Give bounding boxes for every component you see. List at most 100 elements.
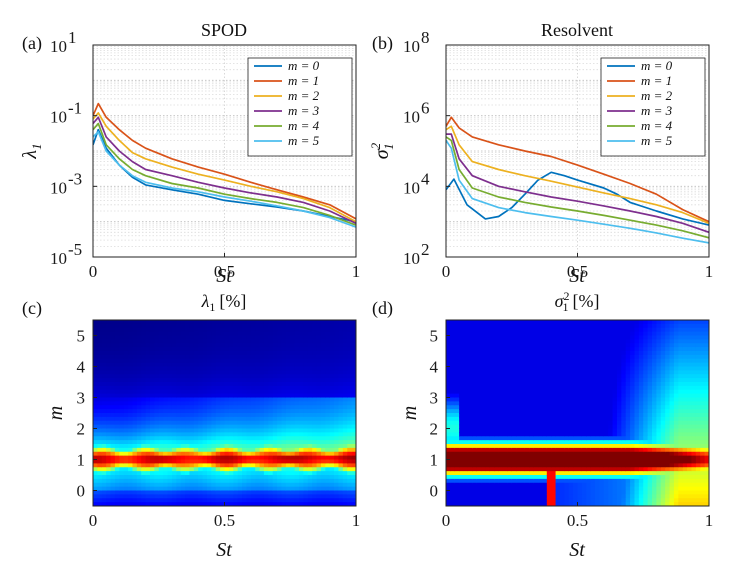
heat-cell — [520, 451, 526, 457]
heat-cell — [463, 471, 469, 476]
heat-cell — [581, 478, 587, 484]
heat-cell — [472, 347, 478, 352]
heat-cell — [228, 502, 234, 506]
heat-cell — [338, 444, 344, 449]
heat-cell — [263, 331, 269, 337]
heat-cell — [180, 478, 186, 484]
heat-cell — [176, 401, 182, 406]
heat-cell — [281, 401, 287, 406]
heat-cell — [228, 420, 234, 426]
heat-cell — [106, 447, 112, 453]
heat-cell — [599, 385, 605, 391]
heat-cell — [263, 432, 269, 437]
heat-cell — [325, 405, 331, 410]
heat-cell — [590, 424, 596, 430]
heat-cell — [237, 366, 243, 371]
heat-cell — [259, 428, 265, 433]
heat-cell — [171, 382, 177, 387]
heat-cell — [472, 374, 478, 379]
heat-cell — [559, 459, 565, 464]
heat-cell — [489, 378, 495, 383]
heat-cell — [303, 478, 309, 484]
heat-cell — [259, 478, 265, 484]
heat-cell — [586, 385, 592, 391]
heat-cell — [551, 327, 557, 333]
heat-cell — [228, 405, 234, 410]
heat-cell — [481, 323, 487, 329]
heat-cell — [97, 455, 103, 461]
heat-cell — [564, 331, 570, 337]
heat-cell — [185, 432, 191, 437]
heat-cell — [498, 471, 504, 476]
heat-cell — [106, 343, 112, 348]
heat-cell — [294, 440, 300, 445]
heat-cell — [255, 401, 261, 406]
heat-cell — [272, 455, 278, 461]
heat-cell — [193, 467, 199, 472]
heat-cell — [612, 494, 618, 499]
heat-cell — [472, 494, 478, 499]
heat-cell — [303, 440, 309, 445]
heat-cell — [285, 347, 291, 352]
heat-cell — [538, 382, 544, 387]
heat-cell — [281, 490, 287, 495]
heat-cell — [106, 490, 112, 495]
heat-cell — [132, 447, 138, 453]
heat-cell — [259, 413, 265, 418]
heat-cell — [546, 401, 552, 406]
heat-cell — [307, 455, 313, 461]
heat-cell — [303, 320, 309, 325]
heat-cell — [507, 467, 513, 472]
heat-cell — [114, 416, 120, 422]
heat-cell — [272, 358, 278, 364]
heat-cell — [581, 440, 587, 445]
heat-cell — [101, 339, 107, 344]
heat-cell — [202, 440, 208, 445]
heat-cell — [489, 459, 495, 464]
heat-cell — [573, 401, 579, 406]
heat-cell — [114, 444, 120, 449]
heat-cell — [347, 498, 353, 503]
heat-cell — [316, 397, 322, 402]
heat-cell — [123, 366, 129, 371]
heat-cell — [268, 397, 274, 402]
heat-cell — [342, 475, 348, 480]
heat-cell — [511, 343, 517, 348]
heat-cell — [167, 327, 173, 333]
heat-cell — [167, 416, 173, 422]
heat-cell — [581, 475, 587, 480]
heat-cell — [577, 323, 583, 329]
heat-cell — [233, 486, 239, 492]
heat-cell — [176, 444, 182, 449]
heat-cell — [163, 370, 169, 375]
heat-cell — [467, 459, 473, 464]
heat-cell — [568, 494, 574, 499]
heat-cell — [516, 486, 522, 492]
heat-cell — [507, 424, 513, 430]
heat-cell — [555, 471, 561, 476]
heat-cell — [263, 370, 269, 375]
heat-cell — [132, 405, 138, 410]
heat-cell — [268, 478, 274, 484]
heat-cell — [524, 378, 530, 383]
heat-cell — [329, 323, 335, 329]
heat-cell — [132, 478, 138, 484]
heat-cell — [472, 475, 478, 480]
heat-cell — [511, 385, 517, 391]
heat-cell — [250, 405, 256, 410]
heat-cell — [193, 366, 199, 371]
heat-cell — [546, 320, 552, 325]
heat-cell — [180, 366, 186, 371]
heat-cell — [320, 432, 326, 437]
heat-cell — [608, 486, 614, 492]
heat-cell — [520, 455, 526, 461]
heat-cell — [185, 327, 191, 333]
heat-cell — [551, 463, 557, 468]
heat-cell — [342, 420, 348, 426]
heat-cell — [612, 447, 618, 453]
heat-cell — [612, 498, 618, 503]
heat-cell — [149, 358, 155, 364]
heat-cell — [185, 490, 191, 495]
heat-cell — [290, 409, 296, 414]
heat-cell — [128, 358, 134, 364]
